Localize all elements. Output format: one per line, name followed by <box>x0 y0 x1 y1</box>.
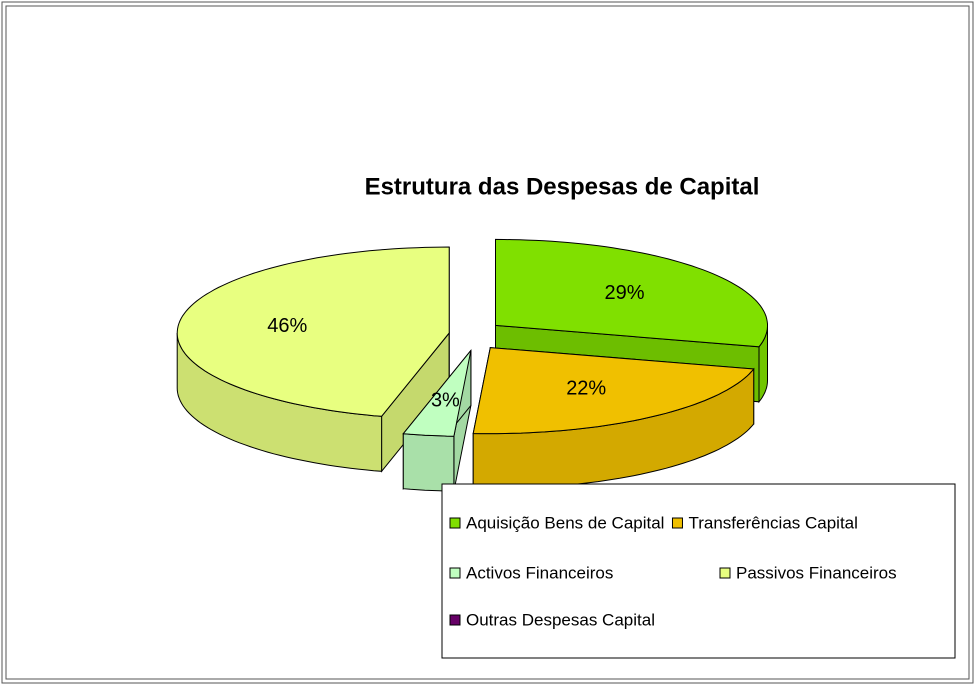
legend-swatch <box>671 517 683 529</box>
legend-swatch <box>449 567 461 579</box>
legend-label: Transferências Capital <box>688 513 857 532</box>
legend-label: Passivos Financeiros <box>736 563 897 582</box>
legend-swatch <box>719 567 731 579</box>
data-label: 22% <box>566 378 606 400</box>
pie: 29% 22% 3% 46% <box>176 238 768 492</box>
legend-label: Outras Despesas Capital <box>466 610 655 629</box>
legend: Aquisição Bens de Capital Transferências … <box>449 513 897 629</box>
data-label: 3% <box>431 390 460 412</box>
legend-box <box>441 483 956 659</box>
slice <box>472 347 755 435</box>
data-label: 46% <box>267 315 307 337</box>
frame-inner <box>5 5 970 680</box>
slice <box>495 238 768 348</box>
legend-label: Activos Financeiros <box>466 563 613 582</box>
data-label: 29% <box>604 282 644 304</box>
slice-wall <box>402 433 455 492</box>
legend-label: Aquisição Bens de Capital <box>466 513 664 532</box>
legend-swatch <box>449 517 461 529</box>
slice <box>176 246 450 417</box>
slice <box>402 350 472 437</box>
chart-title: Estrutura das Despesas de Capital <box>365 173 760 200</box>
legend-swatch <box>449 614 461 626</box>
